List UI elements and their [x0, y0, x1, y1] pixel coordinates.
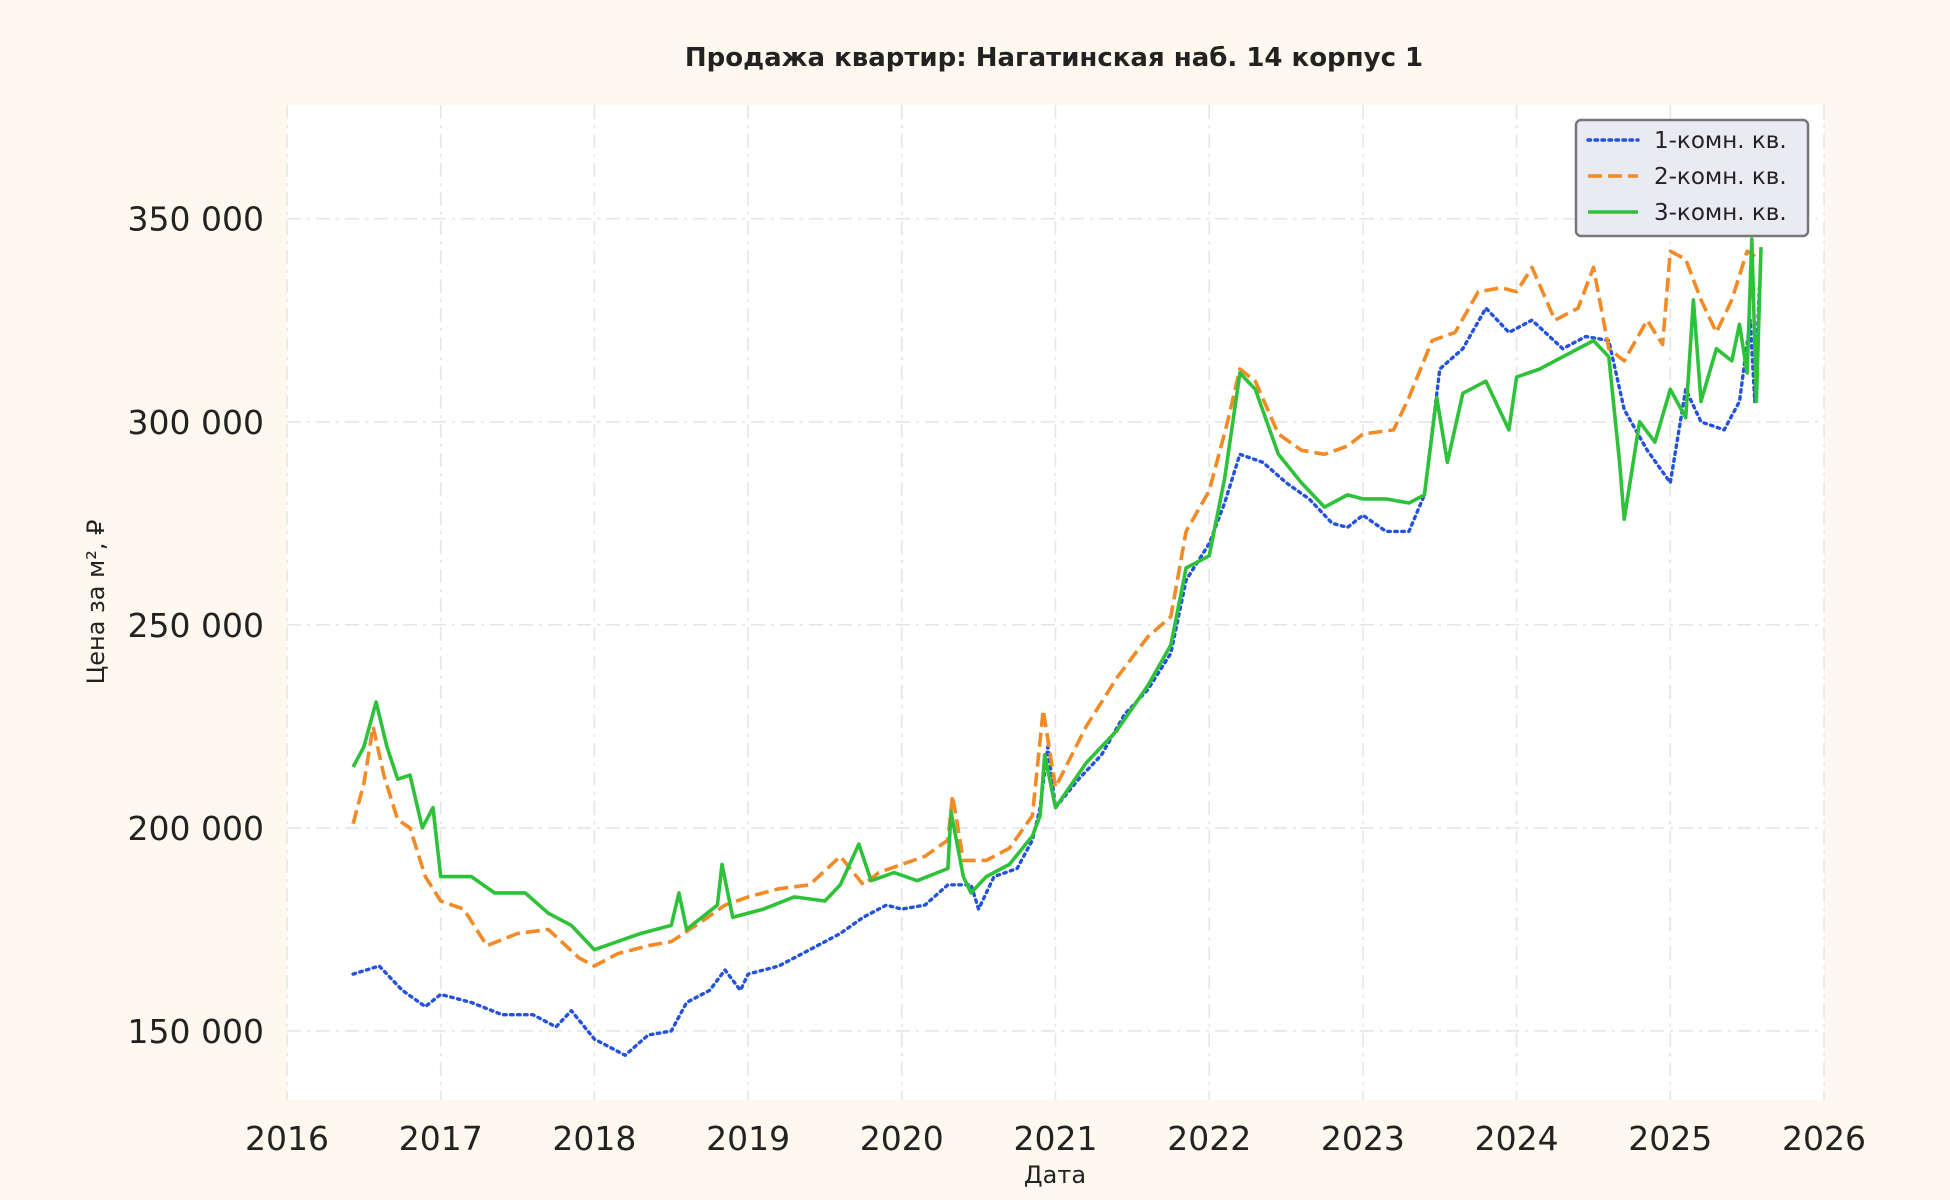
y-axis-label: Цена за м², ₽: [82, 520, 110, 685]
x-tick-label: 2022: [1167, 1119, 1251, 1158]
legend: 1-комн. кв. 2-комн. кв. 3-комн. кв.: [1574, 118, 1810, 238]
x-tick-label: 2026: [1782, 1119, 1866, 1158]
series-line-3: [351, 237, 1763, 952]
grid: [286, 105, 1825, 1100]
x-tick-label: 2018: [552, 1119, 636, 1158]
x-tick-label: 2025: [1628, 1119, 1712, 1158]
series-group: [351, 237, 1763, 1057]
x-tick-label: 2024: [1475, 1119, 1559, 1158]
legend-label: 2-комн. кв.: [1654, 164, 1787, 190]
series-line-2: [351, 249, 1761, 968]
y-tick-label: 150 000: [128, 1012, 264, 1051]
legend-label: 1-комн. кв.: [1654, 128, 1787, 154]
x-tick-label: 2023: [1321, 1119, 1405, 1158]
y-tick-label: 250 000: [128, 606, 264, 645]
tick-labels: 2016 2017 2018 2019 2020 2021 2022 2023 2024 2025…: [128, 200, 1866, 1158]
x-tick-label: 2020: [860, 1119, 944, 1158]
y-tick-label: 300 000: [128, 403, 264, 442]
chart-title: Продажа квартир: Нагатинская наб. 14 кор…: [685, 43, 1423, 73]
x-tick-label: 2021: [1014, 1119, 1098, 1158]
x-tick-label: 2017: [399, 1119, 483, 1158]
y-tick-label: 350 000: [128, 200, 264, 239]
y-tick-label: 200 000: [128, 809, 264, 848]
x-tick-label: 2019: [706, 1119, 790, 1158]
legend-label: 3-комн. кв.: [1654, 200, 1787, 226]
legend-box: [1574, 118, 1810, 238]
x-axis-label: Дата: [1024, 1161, 1086, 1189]
x-tick-label: 2016: [245, 1119, 329, 1158]
